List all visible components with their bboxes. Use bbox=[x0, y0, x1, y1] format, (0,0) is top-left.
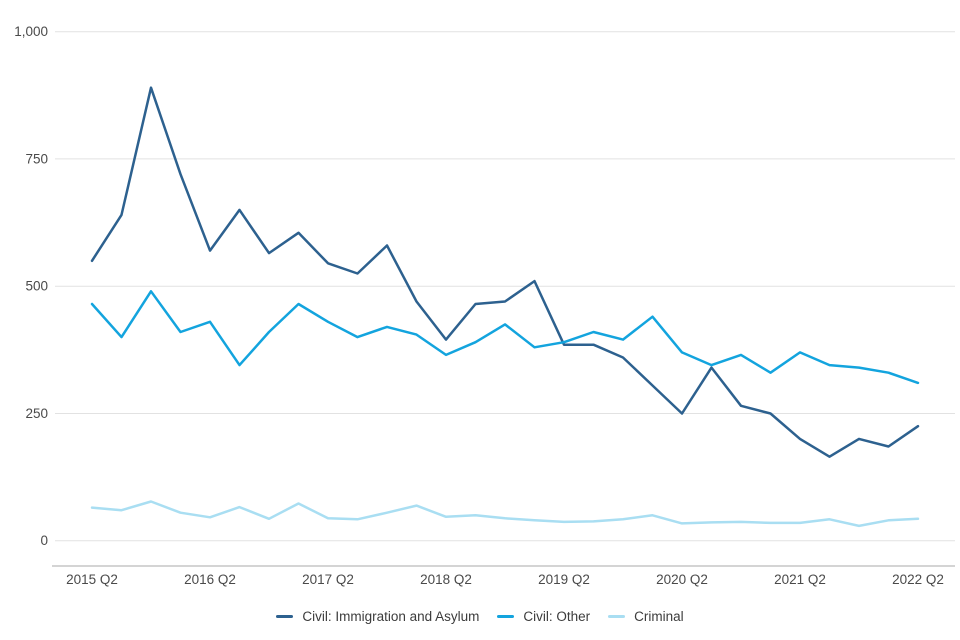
x-axis-tick-label: 2015 Q2 bbox=[66, 572, 118, 587]
x-axis-tick-label: 2021 Q2 bbox=[774, 572, 826, 587]
x-axis-tick-label: 2018 Q2 bbox=[420, 572, 472, 587]
series-line-civil-immigration-and-asylum bbox=[90, 86, 920, 458]
x-axis-tick-label: 2019 Q2 bbox=[538, 572, 590, 587]
series-line-criminal bbox=[90, 500, 920, 528]
x-axis-tick-label: 2017 Q2 bbox=[302, 572, 354, 587]
chart-legend: Civil: Immigration and Asylum Civil: Oth… bbox=[0, 609, 960, 624]
y-axis-tick-label: 1,000 bbox=[14, 24, 48, 39]
legend-item-civil-other: Civil: Other bbox=[497, 609, 590, 624]
series-line-civil-other bbox=[90, 290, 920, 385]
legend-label-civil-immigration-and-asylum: Civil: Immigration and Asylum bbox=[302, 609, 480, 624]
x-axis-tick-label: 2020 Q2 bbox=[656, 572, 708, 587]
legend-label-civil-other: Civil: Other bbox=[523, 609, 591, 624]
y-axis-tick-label: 250 bbox=[25, 406, 48, 421]
legend-item-civil-immigration-and-asylum: Civil: Immigration and Asylum bbox=[276, 609, 479, 624]
y-axis-tick-label: 0 bbox=[40, 533, 48, 548]
y-axis-tick-label: 500 bbox=[25, 279, 48, 294]
legend-label-criminal: Criminal bbox=[634, 609, 684, 624]
x-axis-tick-label: 2022 Q2 bbox=[892, 572, 944, 587]
x-axis-tick-label: 2016 Q2 bbox=[184, 572, 236, 587]
legend-item-criminal: Criminal bbox=[608, 609, 684, 624]
y-axis-tick-label: 750 bbox=[25, 151, 48, 166]
legend-marker-civil-immigration-and-asylum-icon bbox=[276, 615, 294, 618]
legend-marker-criminal-icon bbox=[608, 615, 626, 618]
legend-marker-civil-other-icon bbox=[497, 615, 515, 618]
